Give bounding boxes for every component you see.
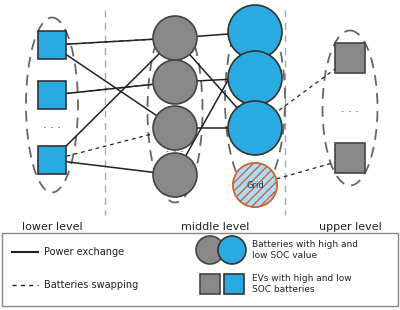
Bar xyxy=(224,274,244,294)
Circle shape xyxy=(228,5,282,59)
Bar xyxy=(335,143,365,173)
Bar xyxy=(335,43,365,73)
Bar xyxy=(200,274,220,294)
Text: EVs with high and low
SOC batteries: EVs with high and low SOC batteries xyxy=(252,274,352,294)
Text: · · ·: · · · xyxy=(246,150,264,160)
Circle shape xyxy=(153,106,197,150)
Text: upper level: upper level xyxy=(319,222,381,232)
Circle shape xyxy=(228,51,282,105)
Text: lower level: lower level xyxy=(22,222,82,232)
Circle shape xyxy=(196,236,224,264)
Circle shape xyxy=(153,153,197,197)
Bar xyxy=(38,81,66,109)
Circle shape xyxy=(233,163,277,207)
Circle shape xyxy=(153,16,197,60)
Bar xyxy=(2,233,398,306)
Bar xyxy=(38,31,66,59)
Bar xyxy=(38,146,66,174)
Circle shape xyxy=(218,236,246,264)
Text: Power exchange: Power exchange xyxy=(44,247,124,257)
Text: middle level: middle level xyxy=(181,222,249,232)
Text: · · ·: · · · xyxy=(43,123,61,133)
Text: Batteries swapping: Batteries swapping xyxy=(44,280,138,290)
Text: · · ·: · · · xyxy=(341,107,359,117)
Text: · · ·: · · · xyxy=(166,147,184,157)
Circle shape xyxy=(233,163,277,207)
Circle shape xyxy=(153,60,197,104)
Text: Batteries with high and
low SOC value: Batteries with high and low SOC value xyxy=(252,240,358,260)
Circle shape xyxy=(228,101,282,155)
Text: Grid: Grid xyxy=(246,180,264,189)
